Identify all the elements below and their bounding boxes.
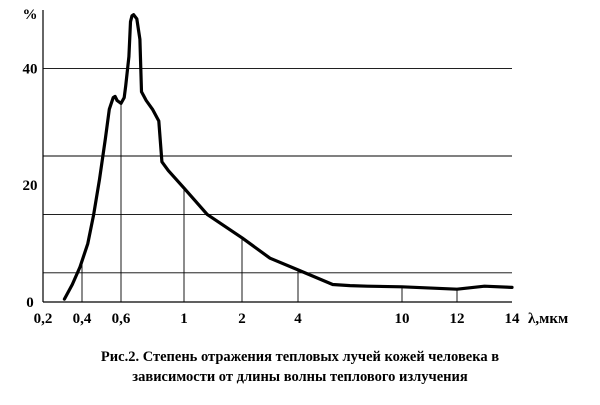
y-tick-label-40: 40 [23,61,38,77]
figure-caption-line-2: зависимости от длины волны теплового изл… [132,369,468,385]
drop-lines [81,103,458,302]
x-tick-label-0_4: 0,4 [73,311,92,327]
y-tick-label-20: 20 [23,178,38,194]
x-tick-label-1: 1 [180,311,188,327]
x-tick-label-10: 10 [395,311,410,327]
y-tick-labels: 0 20 40% [23,7,38,311]
x-axis-label: λ,мкм [528,311,568,327]
series-group [62,13,514,301]
x-tick-label-0_6: 0,6 [112,311,131,327]
x-tick-labels: 0,2 0,4 0,6 1 2 4 10 12 14 [34,311,520,327]
y-tick-label-50: % [23,7,38,23]
x-tick-label-14: 14 [505,311,521,327]
x-tick-label-12: 12 [450,311,465,327]
x-tick-label-0_2: 0,2 [34,311,53,327]
y-tick-label-0: 0 [26,295,34,311]
reflectance-series-line [62,13,514,301]
figure-caption-line-1: Рис.2. Степень отражения тепловых лучей … [100,349,500,365]
x-tick-label-4: 4 [294,311,302,327]
x-tick-label-2: 2 [238,311,246,327]
